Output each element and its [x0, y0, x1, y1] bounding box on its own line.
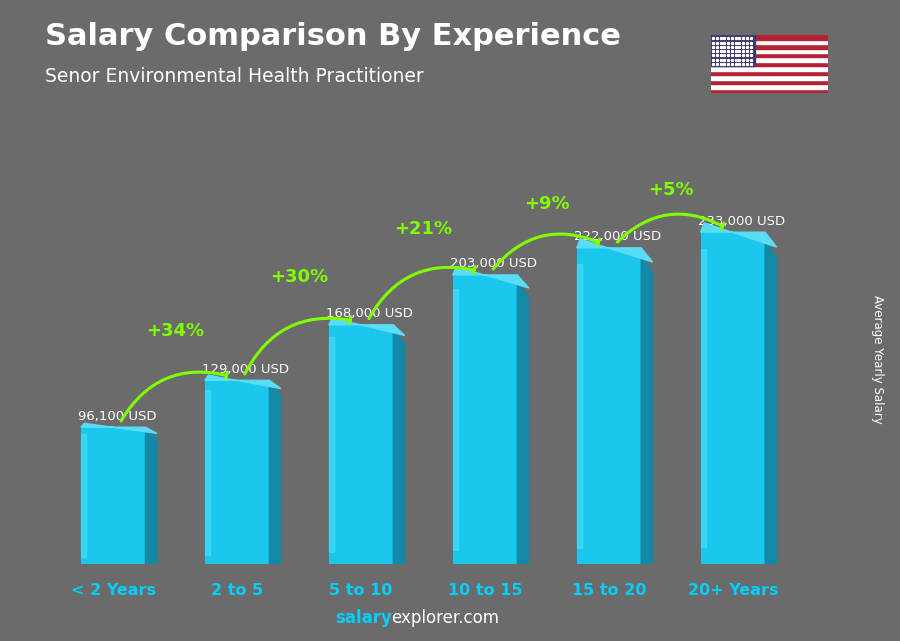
- Text: 5 to 10: 5 to 10: [329, 583, 392, 598]
- Polygon shape: [577, 239, 652, 262]
- Polygon shape: [393, 329, 405, 564]
- Bar: [711, 75, 828, 79]
- Text: Senor Environmental Health Practitioner: Senor Environmental Health Practitioner: [45, 67, 424, 87]
- Text: 222,000 USD: 222,000 USD: [574, 230, 662, 243]
- Polygon shape: [328, 318, 405, 335]
- Text: 168,000 USD: 168,000 USD: [327, 307, 413, 320]
- Bar: [711, 35, 828, 40]
- Polygon shape: [453, 267, 529, 288]
- Polygon shape: [205, 390, 210, 555]
- Polygon shape: [269, 384, 281, 564]
- Text: +9%: +9%: [524, 196, 570, 213]
- FancyBboxPatch shape: [328, 325, 393, 564]
- FancyBboxPatch shape: [81, 427, 146, 564]
- FancyBboxPatch shape: [577, 248, 641, 564]
- Text: 20+ Years: 20+ Years: [688, 583, 778, 598]
- Text: explorer.com: explorer.com: [392, 609, 500, 627]
- Text: +30%: +30%: [270, 269, 328, 287]
- Text: < 2 Years: < 2 Years: [71, 583, 156, 598]
- Text: 15 to 20: 15 to 20: [572, 583, 646, 598]
- Bar: [711, 84, 828, 88]
- Text: +34%: +34%: [146, 322, 204, 340]
- Polygon shape: [577, 263, 581, 548]
- Polygon shape: [700, 249, 706, 547]
- Text: Average Yearly Salary: Average Yearly Salary: [871, 295, 884, 423]
- FancyBboxPatch shape: [205, 380, 269, 564]
- Text: +5%: +5%: [648, 181, 694, 199]
- Bar: [711, 66, 828, 71]
- Text: 129,000 USD: 129,000 USD: [202, 363, 290, 376]
- Text: salary: salary: [335, 609, 392, 627]
- Polygon shape: [205, 375, 281, 388]
- Polygon shape: [518, 281, 529, 564]
- Bar: [711, 71, 828, 75]
- Bar: [711, 62, 828, 66]
- Bar: [711, 35, 755, 66]
- Text: 10 to 15: 10 to 15: [447, 583, 522, 598]
- FancyBboxPatch shape: [700, 232, 765, 564]
- Polygon shape: [700, 223, 777, 247]
- Polygon shape: [765, 239, 777, 564]
- Polygon shape: [81, 434, 86, 557]
- Text: Salary Comparison By Experience: Salary Comparison By Experience: [45, 22, 621, 51]
- FancyBboxPatch shape: [453, 275, 518, 564]
- Bar: [711, 49, 828, 53]
- Polygon shape: [146, 430, 157, 564]
- Bar: [711, 40, 828, 44]
- Bar: [711, 79, 828, 84]
- Bar: [711, 88, 828, 93]
- Text: 203,000 USD: 203,000 USD: [450, 257, 537, 271]
- Bar: [711, 44, 828, 49]
- Text: +21%: +21%: [394, 221, 452, 238]
- Polygon shape: [641, 254, 652, 564]
- Text: 2 to 5: 2 to 5: [211, 583, 263, 598]
- Bar: [711, 53, 828, 58]
- Text: 233,000 USD: 233,000 USD: [698, 215, 786, 228]
- Text: 96,100 USD: 96,100 USD: [78, 410, 157, 422]
- Polygon shape: [81, 423, 157, 433]
- Polygon shape: [453, 289, 458, 549]
- Polygon shape: [328, 337, 334, 552]
- Bar: [711, 58, 828, 62]
